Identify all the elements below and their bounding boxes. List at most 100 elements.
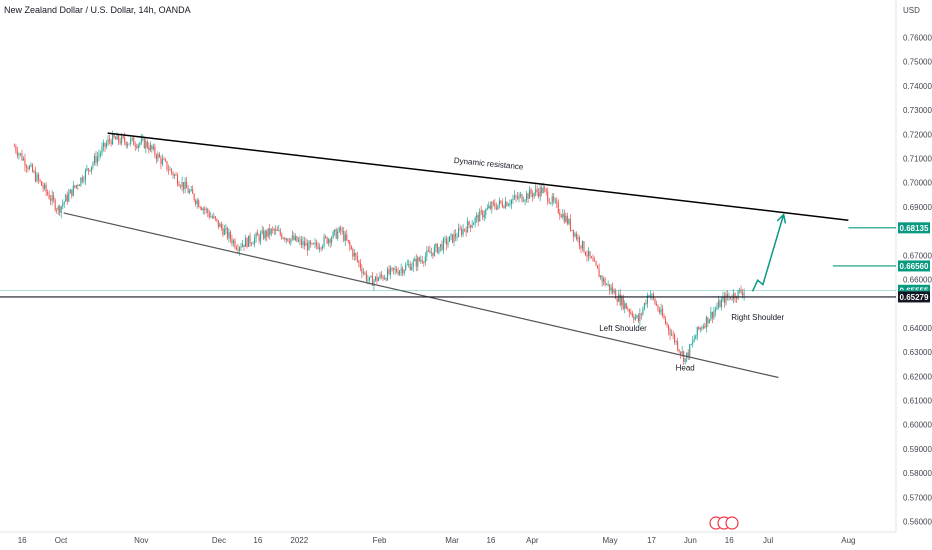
price-tick-label: 0.61000 [903,397,932,406]
candle-body [646,295,648,304]
candle-body [473,223,475,225]
time-tick-label: 16 [253,536,262,545]
time-tick-label: Dec [212,536,226,545]
candle-body [269,228,271,235]
candle-body [720,299,722,308]
candle-body [173,174,176,176]
candle-body [186,181,188,189]
price-tick-label: 0.66000 [903,276,932,285]
candle-body [275,229,277,231]
candle-body [338,227,340,233]
currency-label: USD [903,6,920,15]
candle-body [116,135,118,140]
candle-body [399,270,401,275]
candle-body [471,224,473,228]
price-tick-label: 0.73000 [903,106,932,115]
candle-body [498,200,500,205]
candle-body [652,294,655,299]
candle-body [385,278,387,281]
candle-body [48,194,50,199]
candle-body [294,236,296,241]
candle-body [125,141,127,146]
candle-body [204,208,206,210]
candle-body [482,210,484,218]
candle-body [609,284,611,291]
candle-body [362,272,364,274]
candle-body [297,240,299,242]
candle-body [300,239,302,245]
candle-body [279,230,281,235]
time-tick-label: 2022 [290,536,308,545]
candle-body [328,239,330,244]
candle-body [538,192,540,197]
candle-body [214,216,216,219]
candle-body [335,229,337,239]
candle-body [643,303,645,309]
candle-body [424,256,426,263]
candle-body [580,245,582,249]
projection-arrow[interactable] [751,214,785,292]
candle-body [393,267,395,270]
candle-body [45,184,47,192]
candle-body [509,204,511,205]
candle-body [708,319,710,324]
candle-body [69,189,71,194]
dynamic-resistance-line[interactable] [107,132,849,221]
candle-body [28,166,31,170]
candle-body [334,229,336,232]
annotation-label: Head [676,363,695,372]
candle-body [701,327,703,329]
candle-body [639,313,641,322]
candle-body [388,269,390,274]
candle-body [406,264,408,266]
candle-body [551,196,553,203]
candle-body [281,234,283,239]
candle-body [136,146,138,148]
candle-body [397,272,399,275]
candle-body [202,208,204,211]
candle-body [705,317,707,328]
candle-body [476,215,478,218]
candle-body [590,256,593,259]
candle-body [72,185,74,196]
candle-body [400,268,402,271]
price-tick-label: 0.63000 [903,348,932,357]
candle-body [698,326,700,330]
price-tick-label: 0.70000 [903,179,932,188]
candle-body [557,202,559,213]
candle-body [272,229,274,230]
candle-body [260,233,262,241]
candle-body [731,298,733,300]
candle-body [163,159,165,160]
support-line[interactable] [63,212,779,379]
price-label: 0.68135 [900,224,929,233]
candle-body [491,202,493,209]
candle-body [495,207,497,210]
candle-body [435,244,437,248]
price-tick-label: 0.62000 [903,372,932,381]
candle-body [303,241,306,246]
event-flag-icon[interactable] [725,516,739,530]
time-tick-label: Aug [841,536,855,545]
candle-body [288,240,290,243]
candle-body [618,294,620,302]
candle-body [486,208,488,210]
candle-body [714,309,716,312]
candle-body [341,230,343,232]
time-tick-label: Oct [55,536,68,545]
candle-body [722,296,724,300]
candle-body [587,251,590,257]
candle-body [559,212,561,216]
annotation-label: Dynamic resistance [453,156,524,172]
candle-body [742,292,744,296]
candle-body [137,144,139,148]
candle-body [208,213,210,218]
candle-body [145,141,147,149]
candle-body [109,139,111,141]
candle-body [686,352,688,359]
candle-body [572,229,574,237]
time-tick-label: 17 [647,536,656,545]
candle-body [566,215,568,224]
candle-body [415,258,417,267]
